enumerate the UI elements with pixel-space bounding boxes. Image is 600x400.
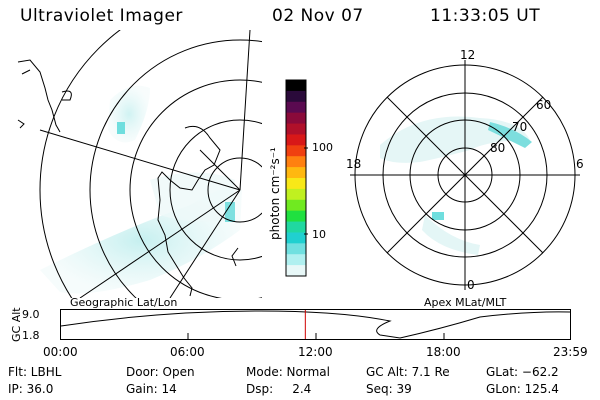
mlat-label-70: 70 bbox=[512, 120, 528, 134]
mlat-label-60: 60 bbox=[536, 98, 552, 112]
timeline-ytop: 9.0 bbox=[22, 308, 40, 321]
timeline-tick-0600: 06:00 bbox=[170, 345, 205, 359]
colorbar-segment bbox=[286, 80, 306, 92]
time-label: 11:33:05 UT bbox=[430, 6, 541, 26]
colorbar-segment bbox=[286, 112, 306, 125]
coastlines bbox=[17, 59, 239, 297]
aurora-bright-spot bbox=[432, 212, 444, 220]
colorbar-segment bbox=[286, 145, 306, 157]
timeline-tick-0000: 00:00 bbox=[43, 345, 78, 359]
colorbar-segment bbox=[286, 188, 306, 201]
date-label: 02 Nov 07 bbox=[272, 6, 364, 26]
status-gc-alt: GC Alt: 7.1 Re bbox=[366, 365, 450, 379]
timeline-tick-2359: 23:59 bbox=[553, 345, 588, 359]
colorbar-segment bbox=[286, 134, 306, 146]
status-door: Door: Open bbox=[126, 365, 195, 379]
apex-polar-plot bbox=[350, 60, 580, 290]
aurora-oval bbox=[488, 122, 532, 148]
timeline-tick-1200: 12:00 bbox=[298, 345, 333, 359]
colorbar-segment bbox=[286, 265, 306, 277]
colorbar-segment bbox=[286, 178, 306, 190]
colorbar-segment bbox=[286, 254, 306, 266]
altitude-timeline[interactable] bbox=[60, 309, 572, 341]
colorbar-tick-100: 100 bbox=[312, 141, 333, 154]
colorbar-segment bbox=[286, 232, 306, 244]
colorbar-segment bbox=[286, 210, 306, 223]
left-map-label: Geographic Lat/Lon bbox=[70, 296, 178, 309]
timeline-tick-1800: 18:00 bbox=[426, 345, 461, 359]
colorbar-segment bbox=[286, 199, 306, 212]
right-map-label: Apex MLat/MLT bbox=[424, 296, 507, 309]
timeline-ticks bbox=[187, 333, 445, 339]
lat-circles bbox=[39, 30, 262, 298]
mlt-label-0: 0 bbox=[467, 278, 475, 292]
aurora-patch bbox=[108, 85, 150, 143]
colorbar bbox=[285, 79, 308, 277]
colorbar-segment bbox=[286, 101, 306, 114]
status-glon: GLon: 125.4 bbox=[486, 382, 559, 396]
aurora-bright-spot bbox=[225, 202, 235, 222]
mlt-label-18: 18 bbox=[346, 157, 362, 171]
aurora-bright-spot bbox=[117, 122, 125, 134]
colorbar-segment bbox=[286, 167, 306, 179]
status-glat: GLat: −62.2 bbox=[486, 365, 559, 379]
app-title: Ultraviolet Imager bbox=[20, 6, 183, 26]
colorbar-tick-10: 10 bbox=[312, 228, 326, 241]
aurora-patch bbox=[150, 172, 235, 222]
timeline-ybot: 1.8 bbox=[22, 329, 40, 342]
status-dsp: Dsp: 2.4 bbox=[246, 382, 312, 396]
colorbar-segment bbox=[286, 90, 306, 103]
altitude-curve bbox=[60, 310, 571, 339]
status-gain: Gain: 14 bbox=[126, 382, 177, 396]
colorbar-segments bbox=[286, 80, 306, 277]
colorbar-segment bbox=[286, 221, 306, 233]
status-filter: Flt: LBHL bbox=[8, 365, 62, 379]
mlt-label-6: 6 bbox=[576, 157, 584, 171]
colorbar-segment bbox=[286, 123, 306, 135]
colorbar-label: photon cm⁻²s⁻¹ bbox=[268, 147, 282, 240]
status-ip: IP: 36.0 bbox=[8, 382, 54, 396]
geographic-map bbox=[17, 30, 262, 298]
status-seq: Seq: 39 bbox=[366, 382, 412, 396]
mlt-label-12: 12 bbox=[460, 48, 476, 62]
colorbar-segment bbox=[286, 243, 306, 255]
polar-grid bbox=[350, 60, 580, 290]
status-mode: Mode: Normal bbox=[246, 365, 330, 379]
meridians bbox=[39, 30, 251, 298]
mlat-label-80: 80 bbox=[490, 141, 506, 155]
colorbar-segment bbox=[286, 156, 306, 168]
